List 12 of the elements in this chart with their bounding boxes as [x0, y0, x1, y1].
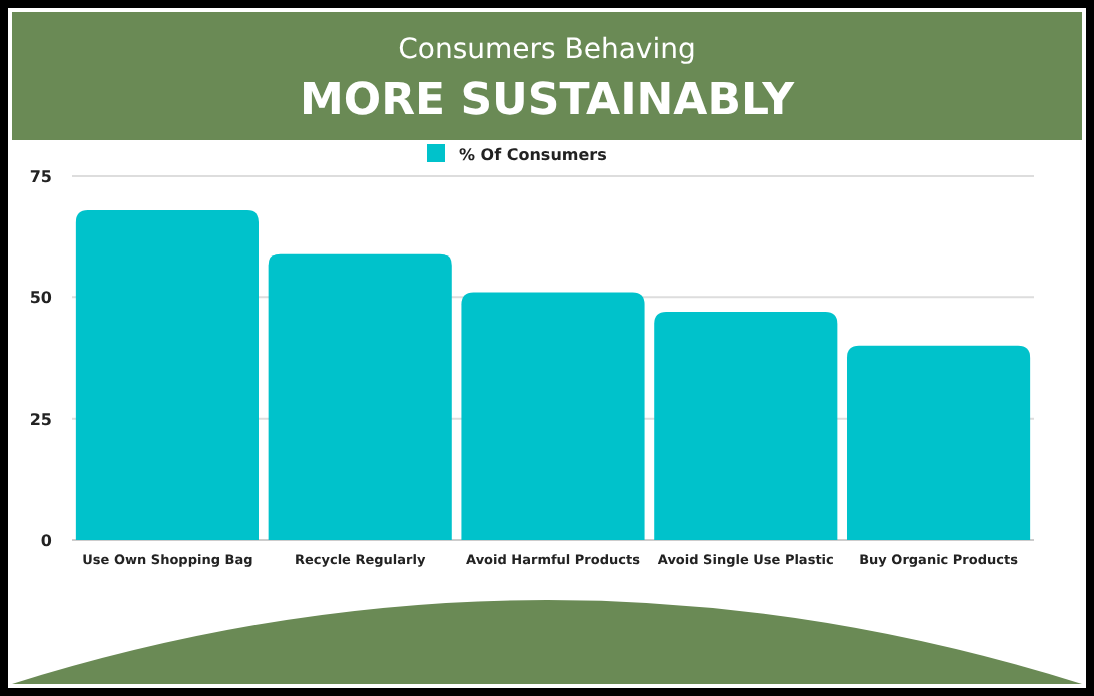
- bar: [654, 311, 838, 540]
- y-tick-label: 0: [40, 532, 53, 550]
- chart-subtitle: MORE SUSTAINABLY: [299, 76, 797, 126]
- bar: [75, 209, 259, 540]
- bar: [847, 345, 1031, 540]
- y-tick-label: 50: [29, 289, 53, 308]
- y-tick-label: 75: [29, 168, 53, 186]
- bar: [268, 253, 452, 540]
- chart-title: Consumers Behaving: [398, 34, 696, 66]
- y-tick-label: 25: [29, 410, 53, 429]
- legend-label: % Of Consumers: [459, 146, 608, 164]
- bar: [461, 292, 645, 540]
